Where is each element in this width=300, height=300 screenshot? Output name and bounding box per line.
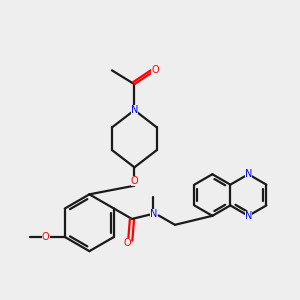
Text: N: N xyxy=(245,169,252,179)
Text: O: O xyxy=(130,176,138,186)
Text: O: O xyxy=(152,65,159,75)
Text: N: N xyxy=(245,211,252,221)
Text: N: N xyxy=(131,105,138,115)
Text: O: O xyxy=(42,232,50,242)
Text: O: O xyxy=(124,238,131,248)
Text: N: N xyxy=(150,209,157,219)
